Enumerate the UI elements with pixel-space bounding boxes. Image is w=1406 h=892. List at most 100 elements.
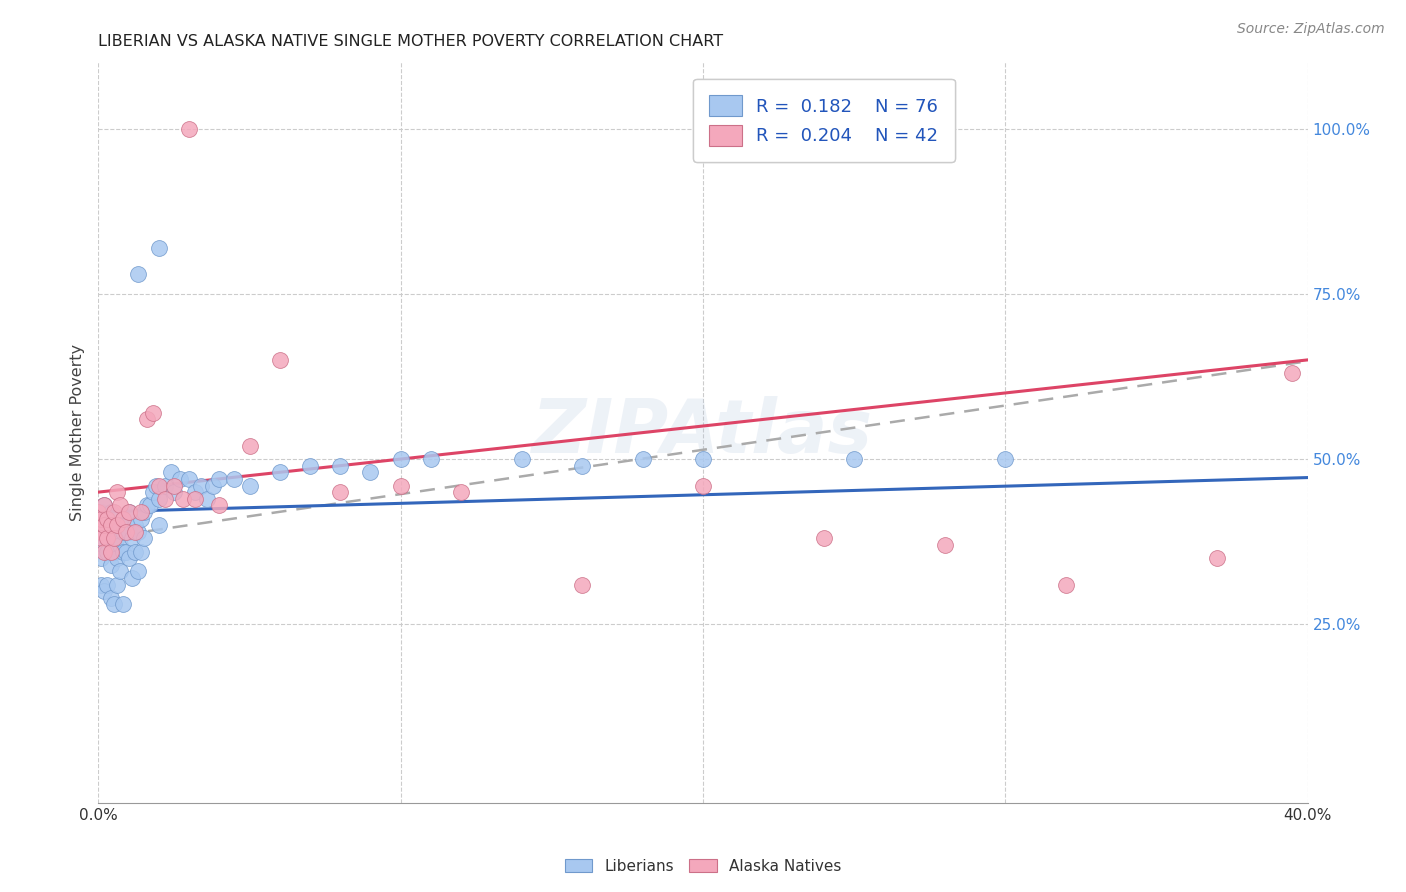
Point — [105, 551, 128, 566]
Point — [202, 478, 225, 492]
Text: ZIPAtlas: ZIPAtlas — [533, 396, 873, 469]
Point — [93, 584, 115, 599]
Point — [142, 485, 165, 500]
Point — [208, 499, 231, 513]
Point — [87, 505, 110, 519]
Point — [239, 478, 262, 492]
Point — [692, 452, 714, 467]
Point — [450, 485, 472, 500]
Point — [93, 499, 115, 513]
Point — [100, 591, 122, 605]
Point — [129, 544, 152, 558]
Point — [1206, 551, 1229, 566]
Point — [108, 518, 131, 533]
Legend: R =  0.182    N = 76, R =  0.204    N = 42: R = 0.182 N = 76, R = 0.204 N = 42 — [693, 78, 955, 162]
Point — [90, 551, 112, 566]
Point — [1054, 577, 1077, 591]
Point — [100, 505, 122, 519]
Point — [239, 439, 262, 453]
Point — [299, 458, 322, 473]
Point — [184, 491, 207, 506]
Point — [90, 524, 112, 539]
Point — [124, 518, 146, 533]
Point — [93, 518, 115, 533]
Point — [129, 505, 152, 519]
Point — [121, 532, 143, 546]
Point — [118, 551, 141, 566]
Point — [420, 452, 443, 467]
Point — [148, 240, 170, 255]
Point — [208, 472, 231, 486]
Point — [105, 532, 128, 546]
Point — [96, 544, 118, 558]
Point — [994, 452, 1017, 467]
Point — [93, 499, 115, 513]
Point — [111, 524, 134, 539]
Point — [103, 505, 125, 519]
Point — [100, 518, 122, 533]
Point — [96, 532, 118, 546]
Point — [127, 524, 149, 539]
Point — [121, 571, 143, 585]
Point — [114, 518, 136, 533]
Point — [100, 544, 122, 558]
Point — [153, 491, 176, 506]
Point — [118, 524, 141, 539]
Point — [631, 452, 654, 467]
Point — [108, 538, 131, 552]
Point — [96, 518, 118, 533]
Point — [100, 558, 122, 572]
Point — [103, 518, 125, 533]
Y-axis label: Single Mother Poverty: Single Mother Poverty — [69, 344, 84, 521]
Point — [132, 532, 155, 546]
Point — [510, 452, 533, 467]
Point — [96, 511, 118, 525]
Point — [169, 472, 191, 486]
Point — [96, 577, 118, 591]
Point — [135, 499, 157, 513]
Point — [100, 524, 122, 539]
Point — [90, 511, 112, 525]
Point — [90, 505, 112, 519]
Point — [118, 505, 141, 519]
Point — [87, 518, 110, 533]
Point — [124, 544, 146, 558]
Point — [329, 458, 352, 473]
Point — [93, 538, 115, 552]
Point — [132, 505, 155, 519]
Point — [90, 532, 112, 546]
Point — [105, 577, 128, 591]
Point — [179, 472, 201, 486]
Text: LIBERIAN VS ALASKA NATIVE SINGLE MOTHER POVERTY CORRELATION CHART: LIBERIAN VS ALASKA NATIVE SINGLE MOTHER … — [98, 34, 724, 49]
Point — [389, 452, 412, 467]
Point — [103, 544, 125, 558]
Point — [93, 524, 115, 539]
Legend: Liberians, Alaska Natives: Liberians, Alaska Natives — [558, 853, 848, 880]
Point — [148, 491, 170, 506]
Point — [111, 544, 134, 558]
Point — [135, 412, 157, 426]
Text: Source: ZipAtlas.com: Source: ZipAtlas.com — [1237, 22, 1385, 37]
Point — [105, 485, 128, 500]
Point — [111, 598, 134, 612]
Point — [160, 465, 183, 479]
Point — [172, 491, 194, 506]
Point — [329, 485, 352, 500]
Point — [1281, 366, 1303, 380]
Point — [195, 491, 218, 506]
Point — [90, 532, 112, 546]
Point — [163, 485, 186, 500]
Point — [179, 121, 201, 136]
Point — [163, 478, 186, 492]
Point — [571, 458, 593, 473]
Point — [153, 478, 176, 492]
Point — [360, 465, 382, 479]
Point — [571, 577, 593, 591]
Point — [114, 524, 136, 539]
Point — [139, 499, 162, 513]
Point — [142, 406, 165, 420]
Point — [190, 478, 212, 492]
Point — [114, 544, 136, 558]
Point — [269, 465, 291, 479]
Point — [844, 452, 866, 467]
